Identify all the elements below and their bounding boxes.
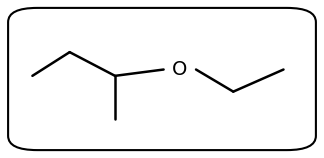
Text: O: O [172,60,188,79]
